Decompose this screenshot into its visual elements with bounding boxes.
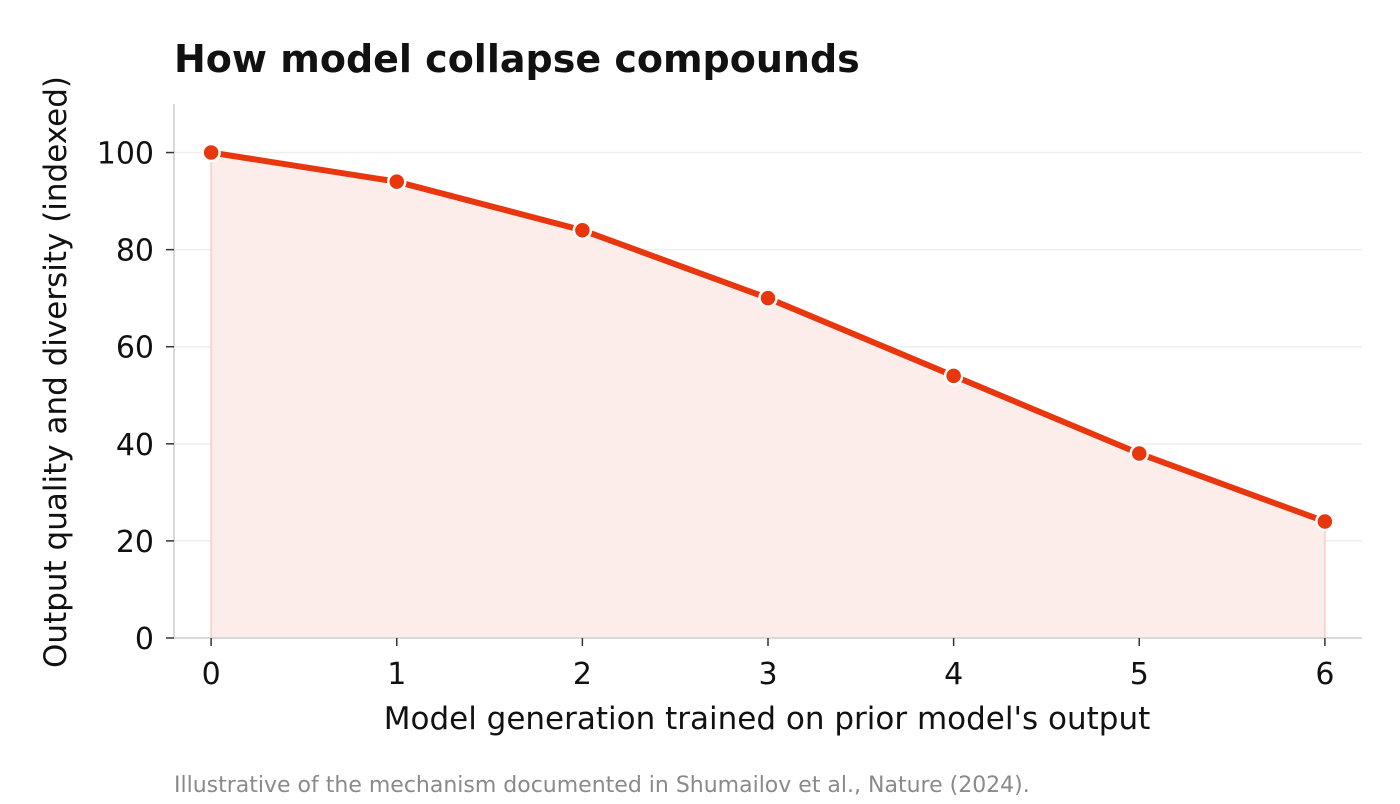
x-tick-label-0: 0: [202, 657, 221, 692]
y-tick-label-20: 20: [116, 525, 154, 560]
x-tick-label-4: 4: [944, 657, 963, 692]
data-point-gen-0: [201, 142, 221, 163]
y-axis-label: Output quality and diversity (indexed): [38, 76, 74, 668]
y-tick-label-100: 100: [97, 137, 154, 172]
x-tick-label-6: 6: [1315, 657, 1334, 692]
y-tick-label-40: 40: [116, 428, 154, 463]
x-tick-label-3: 3: [758, 657, 777, 692]
x-tick-label-5: 5: [1130, 657, 1149, 692]
x-tick-label-2: 2: [573, 657, 592, 692]
data-points: [201, 142, 1335, 532]
x-tick-label-1: 1: [387, 657, 406, 692]
chart-title: How model collapse compounds: [174, 37, 860, 81]
data-point-gen-4: [943, 366, 964, 386]
x-axis-label: Model generation trained on prior model'…: [384, 701, 1151, 737]
axes: [166, 104, 1362, 646]
data-point-gen-6: [1315, 511, 1335, 532]
area-fill: [211, 152, 1325, 638]
y-tick-label-60: 60: [116, 331, 154, 366]
data-point-gen-3: [758, 288, 778, 308]
y-tick-label-0: 0: [135, 622, 154, 657]
data-point-gen-1: [387, 171, 407, 192]
tick-labels: 0 20 40 60 80 100 0 1 2 3 4 5 6: [97, 137, 1335, 692]
y-tick-label-80: 80: [116, 234, 154, 269]
data-point-gen-2: [572, 220, 593, 240]
area-fill-group: [210, 152, 1326, 638]
chart-caption: Illustrative of the mechanism documented…: [174, 773, 1030, 798]
data-point-gen-5: [1129, 443, 1149, 464]
